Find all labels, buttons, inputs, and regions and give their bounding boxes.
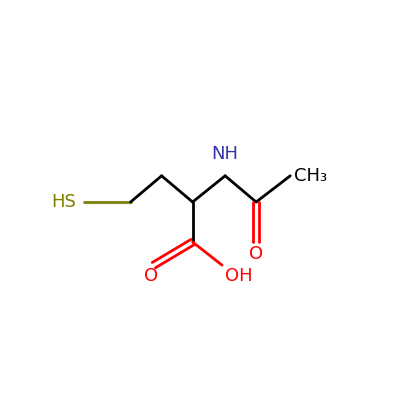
- Text: CH₃: CH₃: [294, 167, 327, 185]
- Text: O: O: [249, 245, 263, 263]
- Text: HS: HS: [52, 193, 76, 211]
- Text: O: O: [144, 267, 158, 285]
- Text: NH: NH: [212, 145, 239, 163]
- Text: OH: OH: [225, 267, 253, 285]
